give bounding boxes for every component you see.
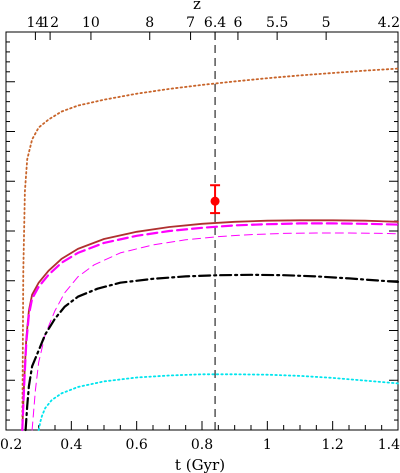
top-tick-label: 5.5 <box>266 15 288 31</box>
x-tick-label: 0.8 <box>191 437 213 453</box>
top-tick-label: 6 <box>233 15 242 31</box>
top-tick-label: 10 <box>82 15 100 31</box>
top-tick-label: 8 <box>145 15 154 31</box>
top-tick-label: 4.2 <box>378 15 400 31</box>
x-tick-label: 1.2 <box>322 437 344 453</box>
x-tick-label: 0.6 <box>126 437 148 453</box>
data-point <box>210 196 220 206</box>
plot-frame <box>5 31 399 431</box>
series-line-5 <box>24 273 400 432</box>
top-tick-label: 14 <box>26 15 44 31</box>
x-tick-label: 1.4 <box>378 437 400 453</box>
series-line-3 <box>21 222 400 432</box>
x-tick-label: 0.2 <box>0 437 22 453</box>
x-tick-label: 0.4 <box>60 437 82 453</box>
top-tick-label: 7 <box>186 15 195 31</box>
top-tick-label: 6.4 <box>204 15 226 31</box>
x-axis-label: t (Gyr) <box>175 456 225 473</box>
top-tick-label: 12 <box>41 15 59 31</box>
top-axis-label: z <box>193 0 201 13</box>
series-line-6 <box>37 373 399 431</box>
x-tick-label: 1 <box>263 437 272 453</box>
top-tick-label: 5 <box>322 15 331 31</box>
series-line-1 <box>21 67 399 431</box>
